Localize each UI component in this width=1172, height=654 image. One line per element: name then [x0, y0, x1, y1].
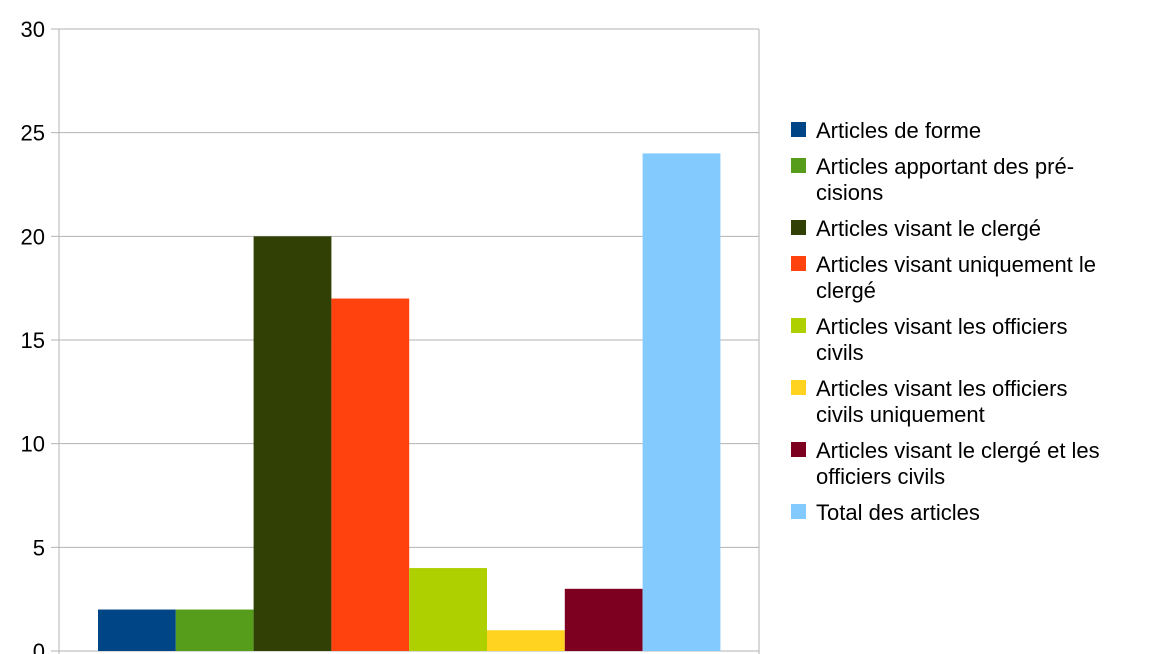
- y-tick-label: 30: [21, 17, 45, 42]
- legend-swatch: [791, 256, 806, 271]
- bar-3: [253, 236, 332, 652]
- legend-swatch: [791, 504, 806, 519]
- legend-swatch: [791, 122, 806, 137]
- bar-4: [331, 298, 410, 651]
- y-tick-label: 5: [33, 535, 45, 560]
- bar-6: [487, 630, 565, 651]
- bar-7: [564, 588, 643, 651]
- legend-label: civils uniquement: [816, 402, 985, 427]
- y-axis: 0 5 10 15 20 25 30: [21, 17, 760, 654]
- legend-item: Articles apportant des pré-cisions: [791, 154, 1074, 205]
- legend-label: officiers civils: [816, 464, 945, 489]
- legend-label: Articles visant les officiers: [816, 314, 1067, 339]
- legend-label: Articles visant uniquement le: [816, 252, 1096, 277]
- y-tick-label: 0: [33, 639, 45, 654]
- legend-swatch: [791, 442, 806, 457]
- legend-label: Articles visant les officiers: [816, 376, 1067, 401]
- bar-2: [175, 609, 254, 651]
- legend-item: Total des articles: [791, 500, 980, 525]
- legend-item: Articles de forme: [791, 118, 981, 143]
- legend-swatch: [791, 380, 806, 395]
- y-tick-label: 20: [21, 224, 45, 249]
- legend-item: Articles visant le clergé: [791, 216, 1041, 241]
- legend-label: civils: [816, 340, 864, 365]
- legend-label: Articles visant le clergé: [816, 216, 1041, 241]
- legend-label: clergé: [816, 278, 876, 303]
- y-tick-label: 25: [21, 121, 45, 146]
- y-tick-label: 15: [21, 328, 45, 353]
- legend-label: Articles visant le clergé et les: [816, 438, 1100, 463]
- legend-item: Articles visant le clergé et lesofficier…: [791, 438, 1100, 489]
- bar-5: [409, 568, 487, 651]
- bar-1: [98, 609, 176, 651]
- legend-swatch: [791, 158, 806, 173]
- legend-label: Articles de forme: [816, 118, 981, 143]
- y-tick-label: 10: [21, 432, 45, 457]
- legend-swatch: [791, 318, 806, 333]
- bar-8: [642, 153, 721, 651]
- legend: Articles de forme Articles apportant des …: [791, 118, 1100, 525]
- legend-label: Articles apportant des pré-: [816, 154, 1074, 179]
- bars: [98, 153, 721, 652]
- legend-label: Total des articles: [816, 500, 980, 525]
- legend-swatch: [791, 220, 806, 235]
- legend-label: cisions: [816, 180, 883, 205]
